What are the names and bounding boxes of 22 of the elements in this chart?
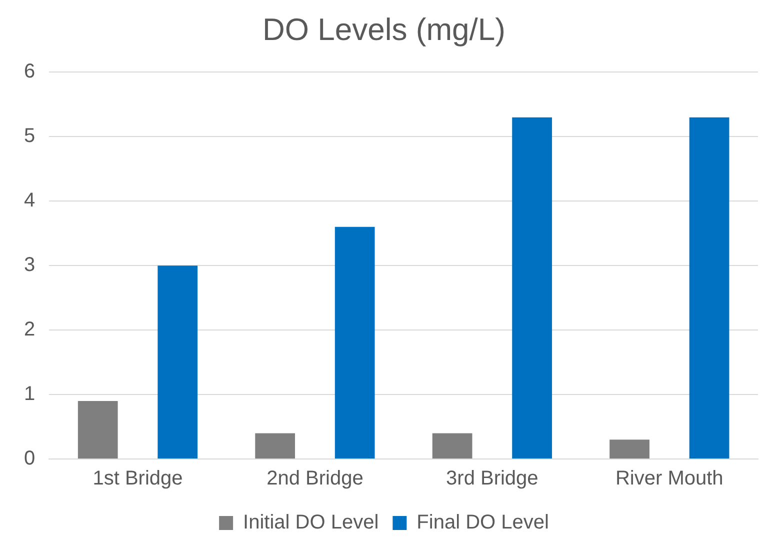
x-tick-label: 2nd Bridge [266,468,364,490]
bar [255,433,296,458]
y-tick-label: 6 [24,60,36,83]
y-tick-label: 5 [24,125,36,148]
y-tick-label: 4 [24,190,36,212]
legend-label: Initial DO Level [243,512,379,534]
x-tick-label: River Mouth [615,468,724,490]
bar [158,266,198,458]
y-tick-label: 0 [24,448,36,470]
bar [610,440,650,458]
y-tick-label: 3 [24,254,36,276]
x-tick-label: 3rd Bridge [446,468,538,490]
bar [512,117,552,458]
bar [432,433,472,458]
bar [334,226,375,458]
y-tick-label: 2 [24,318,36,341]
legend-label: Final DO Level [416,512,549,534]
y-tick-label: 1 [24,383,36,406]
bar [78,400,118,458]
chart-title: DO Levels (mg/L) [262,12,506,48]
bar [689,117,730,458]
x-tick-label: 1st Bridge [92,468,183,490]
